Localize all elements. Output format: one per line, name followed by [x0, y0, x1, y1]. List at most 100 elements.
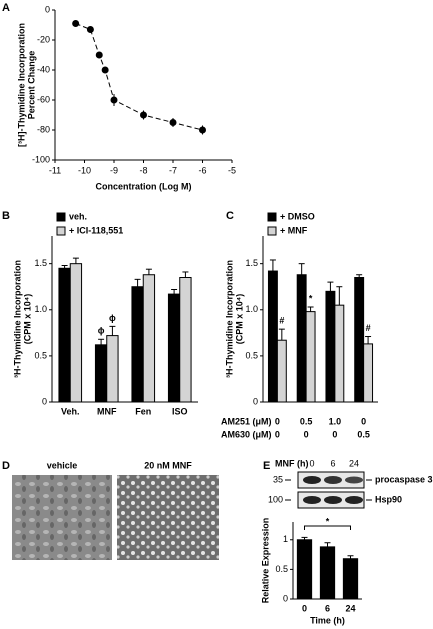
x-tick-label: 24	[345, 603, 355, 613]
y-tick-label: 0.5	[245, 350, 258, 360]
y-tick-label: 1.5	[34, 258, 47, 268]
bar	[296, 274, 307, 403]
bar	[296, 539, 313, 600]
y-axis-label: Percent Change	[26, 51, 36, 120]
point	[72, 20, 80, 27]
x-tick-label: -10	[78, 165, 91, 175]
marker-label: 35	[273, 474, 283, 484]
micrograph	[12, 475, 112, 560]
image-label: 20 nM MNF	[144, 460, 192, 470]
y-tick-label: 0.5	[275, 564, 288, 574]
panel-label: B	[2, 210, 10, 222]
bar	[58, 267, 71, 403]
bar	[142, 274, 156, 403]
bar	[305, 311, 316, 403]
annotation: ϕ	[98, 326, 105, 336]
point	[101, 66, 109, 74]
annotation: *	[309, 293, 313, 303]
y-tick-label: 1	[283, 534, 288, 544]
lane-label: 6	[330, 458, 335, 468]
bar	[342, 558, 359, 600]
bar	[94, 344, 108, 403]
panel-label: D	[2, 460, 10, 472]
band-label: Hsp90	[375, 494, 402, 504]
point	[169, 119, 177, 126]
legend-label: + ICI-118,551	[69, 225, 123, 235]
x-tick-label: 1.0	[329, 416, 342, 426]
blot: E MNF (h) 0 6 24 35 100 procaspase 3 Hsp…	[263, 458, 433, 509]
x-tick-label: -5	[228, 165, 236, 175]
y-tick-label: 1.5	[245, 258, 258, 268]
legend-swatch	[267, 226, 277, 236]
x-tick-label: 0	[302, 603, 307, 613]
bar	[325, 290, 336, 403]
y-tick-label: 0	[253, 396, 258, 406]
band-label: procaspase 3	[375, 474, 433, 484]
y-axis-label: ³H-Thymidine Incorporation	[224, 260, 234, 378]
x-tick-label: Veh.	[61, 406, 80, 416]
y-tick-label: 1.0	[34, 304, 47, 314]
y-axis-label: (CPM x 10⁴)	[234, 294, 244, 344]
x-tick-label: -8	[139, 165, 147, 175]
bar	[276, 339, 287, 403]
band	[303, 476, 321, 484]
band	[345, 496, 363, 504]
bar	[179, 277, 192, 403]
x-tick-label: 0.5	[357, 429, 370, 439]
y-tick-label: 0	[283, 593, 288, 603]
y-tick-label: -100	[32, 154, 50, 164]
band	[345, 476, 363, 484]
x-axis-label: Concentration (Log M)	[96, 181, 192, 191]
y-tick-label: -80	[37, 124, 50, 134]
micrographs: D vehicle 20 nM MNF	[2, 460, 219, 560]
y-tick-label: -60	[37, 94, 50, 104]
bar	[106, 335, 119, 403]
fit-line	[75, 23, 203, 131]
annotation: ϕ	[109, 313, 116, 323]
y-axis-label: ³H-Thymidine Incorporation	[12, 260, 22, 378]
point	[110, 96, 118, 104]
x-tick-label: 6	[325, 603, 330, 613]
x-tick-label: 0.5	[300, 416, 313, 426]
point	[140, 111, 147, 119]
y-tick-label: -40	[37, 64, 50, 74]
bar	[69, 263, 83, 403]
x-tick-label: 0	[332, 429, 337, 439]
bar	[131, 286, 144, 403]
x-tick-label: 0	[275, 429, 280, 439]
marker-label: 100	[268, 494, 283, 504]
y-tick-label: 0	[45, 4, 50, 14]
x-tick-label: ISO	[172, 406, 188, 416]
legend-label: + DMSO	[280, 211, 315, 221]
x-tick-label: -9	[110, 165, 118, 175]
bar	[167, 293, 181, 403]
micrograph	[117, 475, 219, 560]
lane-label: 0	[309, 458, 314, 468]
band	[303, 496, 321, 504]
blot-header: MNF (h)	[275, 458, 309, 468]
legend-label: + MNF	[280, 225, 308, 235]
row-label: AM251 (μM)	[221, 416, 272, 426]
x-tick-label: 0	[275, 416, 280, 426]
panel-label: E	[263, 460, 270, 472]
panel-label: A	[2, 2, 10, 14]
legend-label: veh.	[69, 211, 87, 221]
legend-swatch	[267, 212, 277, 222]
legend-swatch	[56, 212, 66, 222]
bar	[267, 270, 278, 403]
y-axis-label: (CPM x 10⁴)	[22, 294, 32, 344]
y-tick-label: 0	[42, 396, 47, 406]
annotation: #	[366, 323, 371, 333]
annotation: *	[326, 516, 330, 526]
band	[324, 476, 342, 484]
y-axis-label: [³H]-Thymidine Incorporation	[16, 23, 26, 147]
point	[95, 51, 103, 59]
x-tick-label: Fen	[135, 406, 151, 416]
x-tick-label: -11	[49, 165, 61, 175]
legend-swatch	[56, 226, 66, 236]
row-label: AM630 (μM)	[221, 429, 272, 439]
x-tick-label: 0	[304, 429, 309, 439]
bar	[334, 304, 345, 403]
x-tick-label: MNF	[97, 406, 117, 416]
